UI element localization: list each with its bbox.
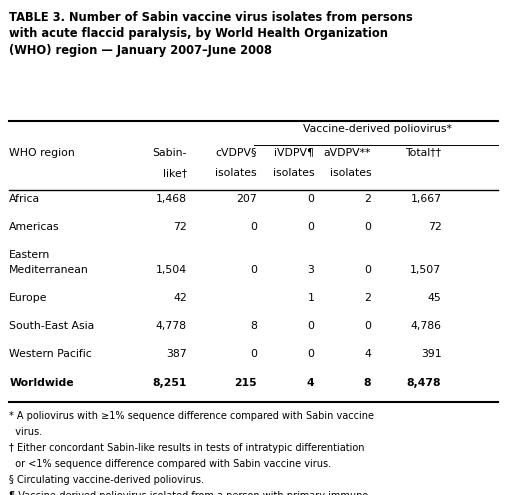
Text: 0: 0 — [250, 222, 257, 232]
Text: 0: 0 — [250, 349, 257, 359]
Text: § Circulating vaccine-derived poliovirus.: § Circulating vaccine-derived poliovirus… — [9, 475, 204, 485]
Text: Vaccine-derived poliovirus*: Vaccine-derived poliovirus* — [303, 124, 452, 134]
Text: 1,667: 1,667 — [410, 194, 441, 203]
Text: Europe: Europe — [9, 293, 48, 303]
Text: 1,507: 1,507 — [410, 265, 441, 275]
Text: 0: 0 — [307, 321, 314, 331]
Text: 4,786: 4,786 — [410, 321, 441, 331]
Text: 2: 2 — [365, 293, 371, 303]
Text: 4: 4 — [365, 349, 371, 359]
Text: 4: 4 — [307, 378, 314, 388]
Text: iVDPV¶: iVDPV¶ — [274, 148, 314, 157]
Text: 1,468: 1,468 — [156, 194, 187, 203]
Text: Total††: Total†† — [406, 148, 441, 157]
Text: isolates: isolates — [216, 168, 257, 178]
Text: aVDPV**: aVDPV** — [324, 148, 371, 157]
Text: virus.: virus. — [9, 427, 42, 437]
Text: Africa: Africa — [9, 194, 40, 203]
Text: 0: 0 — [250, 265, 257, 275]
Text: 0: 0 — [364, 265, 371, 275]
Text: * A poliovirus with ≥1% sequence difference compared with Sabin vaccine: * A poliovirus with ≥1% sequence differe… — [9, 411, 374, 421]
Text: Western Pacific: Western Pacific — [9, 349, 92, 359]
Text: 8: 8 — [250, 321, 257, 331]
Text: South-East Asia: South-East Asia — [9, 321, 95, 331]
Text: 391: 391 — [421, 349, 441, 359]
Text: Worldwide: Worldwide — [9, 378, 74, 388]
Text: 207: 207 — [236, 194, 257, 203]
Text: 2: 2 — [365, 194, 371, 203]
Text: 8,478: 8,478 — [407, 378, 441, 388]
Text: 0: 0 — [307, 222, 314, 232]
Text: 1: 1 — [308, 293, 314, 303]
Text: like†: like† — [163, 168, 187, 178]
Text: 1,504: 1,504 — [156, 265, 187, 275]
Text: 4,778: 4,778 — [156, 321, 187, 331]
Text: 3: 3 — [308, 265, 314, 275]
Text: † Either concordant Sabin-like results in tests of intratypic differentiation: † Either concordant Sabin-like results i… — [9, 443, 365, 453]
Text: isolates: isolates — [273, 168, 314, 178]
Text: WHO region: WHO region — [9, 148, 75, 157]
Text: Eastern: Eastern — [9, 250, 51, 260]
Text: 42: 42 — [173, 293, 187, 303]
Text: 45: 45 — [428, 293, 441, 303]
Text: Sabin-: Sabin- — [153, 148, 187, 157]
Text: 215: 215 — [234, 378, 257, 388]
Text: or <1% sequence difference compared with Sabin vaccine virus.: or <1% sequence difference compared with… — [9, 459, 331, 469]
Text: 8,251: 8,251 — [153, 378, 187, 388]
Text: 0: 0 — [364, 222, 371, 232]
Text: isolates: isolates — [330, 168, 371, 178]
Text: ¶ Vaccine-derived poliovirus isolated from a person with primary immuno-: ¶ Vaccine-derived poliovirus isolated fr… — [9, 491, 372, 495]
Text: 0: 0 — [307, 349, 314, 359]
Text: TABLE 3. Number of Sabin vaccine virus isolates from persons
with acute flaccid : TABLE 3. Number of Sabin vaccine virus i… — [9, 11, 413, 57]
Text: 387: 387 — [166, 349, 187, 359]
Text: cVDPV§: cVDPV§ — [216, 148, 257, 157]
Text: 0: 0 — [364, 321, 371, 331]
Text: Mediterranean: Mediterranean — [9, 265, 89, 275]
Text: 72: 72 — [173, 222, 187, 232]
Text: 8: 8 — [364, 378, 371, 388]
Text: 72: 72 — [428, 222, 441, 232]
Text: Americas: Americas — [9, 222, 60, 232]
Text: 0: 0 — [307, 194, 314, 203]
